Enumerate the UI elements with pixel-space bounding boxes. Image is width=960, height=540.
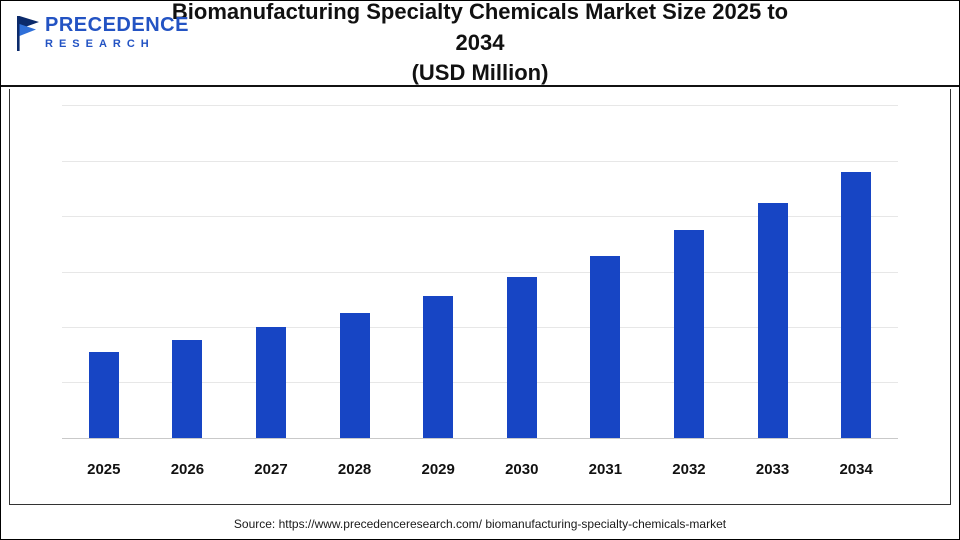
bar-column <box>313 105 397 438</box>
bar-column <box>146 105 230 438</box>
x-tick-label-2030: 2030 <box>505 461 539 478</box>
x-axis-line <box>62 438 898 439</box>
logo-text: PRECEDENCE RESEARCH <box>45 15 189 51</box>
bar-column <box>564 105 648 438</box>
chart-title-line2: (USD Million) <box>411 60 549 86</box>
gridline <box>62 105 898 106</box>
bar-2025 <box>88 351 119 438</box>
bar-column <box>62 105 146 438</box>
bar-2032 <box>673 230 704 438</box>
plot-area <box>62 105 898 439</box>
bar-2034 <box>841 171 872 438</box>
bar-column <box>396 105 480 438</box>
bar-column <box>647 105 731 438</box>
logo-wordmark: PRECEDENCE <box>45 14 189 36</box>
gridline <box>62 327 898 328</box>
x-tick-label-2031: 2031 <box>588 461 623 478</box>
x-tick-label-2028: 2028 <box>337 461 372 478</box>
x-tick-label-2032: 2032 <box>672 461 706 478</box>
x-axis-labels: 2025 2026 2027 2028 2029 2030 2031 2032 2033 2034 <box>62 461 898 478</box>
precedence-logo: PRECEDENCE RESEARCH <box>15 15 189 58</box>
chart-title: Biomanufacturing Specialty Chemicals Mar… <box>1 0 959 89</box>
bar-2027 <box>255 327 286 438</box>
source-text: Source: https://www.precedenceresearch.c… <box>233 517 727 531</box>
x-tick-label-2029: 2029 <box>421 461 455 478</box>
bar-column <box>731 105 815 438</box>
chart-title-line1: Biomanufacturing Specialty Chemicals Mar… <box>171 0 789 55</box>
bar-column <box>480 105 564 438</box>
flag-icon <box>15 15 41 58</box>
logo-subtitle: RESEARCH <box>45 38 155 50</box>
x-tick-label-2026: 2026 <box>170 461 205 478</box>
bar-2033 <box>757 202 788 438</box>
bar-2028 <box>339 312 370 438</box>
bar-2026 <box>172 340 203 438</box>
bar-2030 <box>506 277 537 438</box>
gridline <box>62 382 898 384</box>
x-tick-label-2027: 2027 <box>254 461 288 478</box>
bars <box>62 105 898 438</box>
x-tick-label-2033: 2033 <box>755 461 790 478</box>
bar-column <box>814 105 898 438</box>
header: PRECEDENCE RESEARCH Biomanufacturing Spe… <box>1 1 959 87</box>
x-tick-label-2025: 2025 <box>87 461 121 478</box>
gridline <box>62 215 898 217</box>
chart-area: 2025 2026 2027 2028 2029 2030 2031 2032 2033 2034 <box>9 89 951 505</box>
bar-2031 <box>590 255 621 438</box>
gridline <box>62 271 898 273</box>
bar-2029 <box>423 296 454 438</box>
x-tick-label-2034: 2034 <box>839 461 873 478</box>
bar-column <box>229 105 313 438</box>
gridline <box>62 160 898 162</box>
